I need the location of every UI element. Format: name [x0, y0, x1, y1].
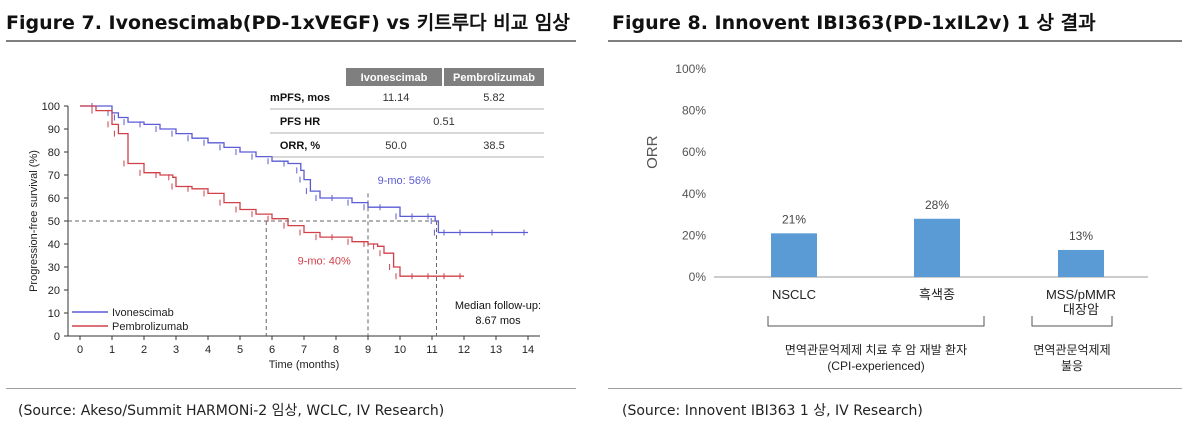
title-rule-right	[608, 40, 1182, 42]
table-header-ivonescimab: Ivonescimab	[361, 72, 428, 84]
source-right: (Source: Innovent IBI363 1 상, IV Researc…	[622, 403, 923, 419]
table-cell-pembrolizumab: 5.82	[483, 92, 504, 104]
legend-label: Ivonescimab	[112, 307, 174, 319]
y-tick-label: 10	[48, 308, 60, 320]
y-tick-label: 40	[48, 239, 60, 251]
y-tick-label: 100	[42, 101, 60, 113]
table-row-label: mPFS, mos	[270, 92, 330, 104]
x-tick-label: 6	[269, 344, 275, 356]
median-followup-value: 8.67 mos	[475, 315, 521, 327]
annotation-pembrolizumab-9mo: 9-mo: 40%	[298, 256, 351, 268]
y-tick-label: 70	[48, 170, 60, 182]
y-axis-title: Progression-free survival (%)	[28, 150, 40, 292]
legend-label: Pembrolizumab	[112, 321, 188, 333]
category-label: NSCLC	[772, 287, 816, 302]
category-label: 대장암	[1063, 302, 1099, 317]
figure-8-title: Figure 8. Innovent IBI363(PD-1xIL2v) 1 상…	[612, 12, 1096, 34]
y-axis-title: ORR	[644, 135, 661, 169]
y-tick-label: 20%	[682, 228, 706, 242]
table-header-pembrolizumab: Pembrolizumab	[453, 72, 535, 84]
median-followup-label: Median follow-up:	[455, 300, 541, 312]
x-axis-title: Time (months)	[269, 359, 340, 371]
y-tick-label: 80%	[682, 104, 706, 118]
bottom-rule-left	[6, 388, 576, 389]
annotation-ivonescimab-9mo: 9-mo: 56%	[378, 175, 431, 187]
group-sublabel: (CPI-experienced)	[827, 359, 924, 373]
x-tick-label: 2	[141, 344, 147, 356]
table-cell-hr: 0.51	[433, 116, 454, 128]
y-tick-label: 60%	[682, 145, 706, 159]
orr-bar	[914, 218, 960, 277]
table-row-label: ORR, %	[280, 140, 321, 152]
x-tick-label: 10	[394, 344, 406, 356]
x-tick-label: 7	[301, 344, 307, 356]
orr-bar	[771, 233, 817, 277]
table-header-cell	[346, 68, 442, 86]
x-tick-label: 0	[77, 344, 83, 356]
y-tick-label: 20	[48, 285, 60, 297]
category-label: MSS/pMMR	[1046, 287, 1116, 302]
y-tick-label: 50	[48, 216, 60, 228]
x-tick-label: 1	[109, 344, 115, 356]
bottom-rule-right	[608, 388, 1182, 389]
y-tick-label: 80	[48, 147, 60, 159]
group-bracket	[767, 316, 985, 327]
orr-bar-chart: 0% 20% 40% 60% 80% 100% ORR 21% NSCLC 28% 흑색종 13% MS…	[644, 62, 1148, 373]
bar-value-label: 21%	[782, 212, 806, 226]
bar-value-label: 13%	[1069, 229, 1093, 243]
x-tick-label: 3	[173, 344, 179, 356]
group-label: 면역관문억제제 치료 후 암 재발 환자	[785, 343, 967, 357]
x-tick-label: 8	[333, 344, 339, 356]
category-label: 흑색종	[919, 287, 955, 302]
group-label: 면역관문억제제	[1033, 343, 1110, 357]
bar-value-label: 28%	[925, 198, 949, 212]
x-tick-label: 14	[522, 344, 534, 356]
x-tick-label: 13	[490, 344, 502, 356]
y-tick-label: 0	[54, 331, 60, 343]
x-tick-label: 12	[458, 344, 470, 356]
title-rule-left	[6, 40, 576, 42]
y-tick-label: 60	[48, 193, 60, 205]
pembrolizumab-curve	[80, 105, 464, 277]
table-header-cell	[444, 68, 544, 86]
y-tick-label: 30	[48, 262, 60, 274]
x-tick-label: 4	[205, 344, 211, 356]
table-row-label: PFS HR	[280, 116, 320, 128]
figure-7-title: Figure 7. Ivonescimab(PD-1xVEGF) vs 키트루다…	[6, 12, 570, 34]
y-tick-label: 100%	[675, 62, 706, 76]
table-cell-ivonescimab: 50.0	[385, 140, 406, 152]
table-cell-pembrolizumab: 38.5	[483, 140, 504, 152]
group-bracket	[1031, 316, 1113, 327]
ivonescimab-curve	[80, 105, 528, 234]
y-tick-label: 40%	[682, 187, 706, 201]
y-tick-label: 90	[48, 124, 60, 136]
table-cell-ivonescimab: 11.14	[383, 92, 410, 104]
source-left: (Source: Akeso/Summit HARMONi-2 임상, WCLC…	[18, 403, 445, 419]
x-tick-label: 9	[365, 344, 371, 356]
x-tick-label: 11	[426, 344, 437, 356]
x-tick-label: 5	[237, 344, 243, 356]
orr-bar	[1058, 249, 1104, 277]
y-tick-label: 0%	[689, 270, 707, 284]
group-sublabel: 불응	[1061, 359, 1083, 373]
